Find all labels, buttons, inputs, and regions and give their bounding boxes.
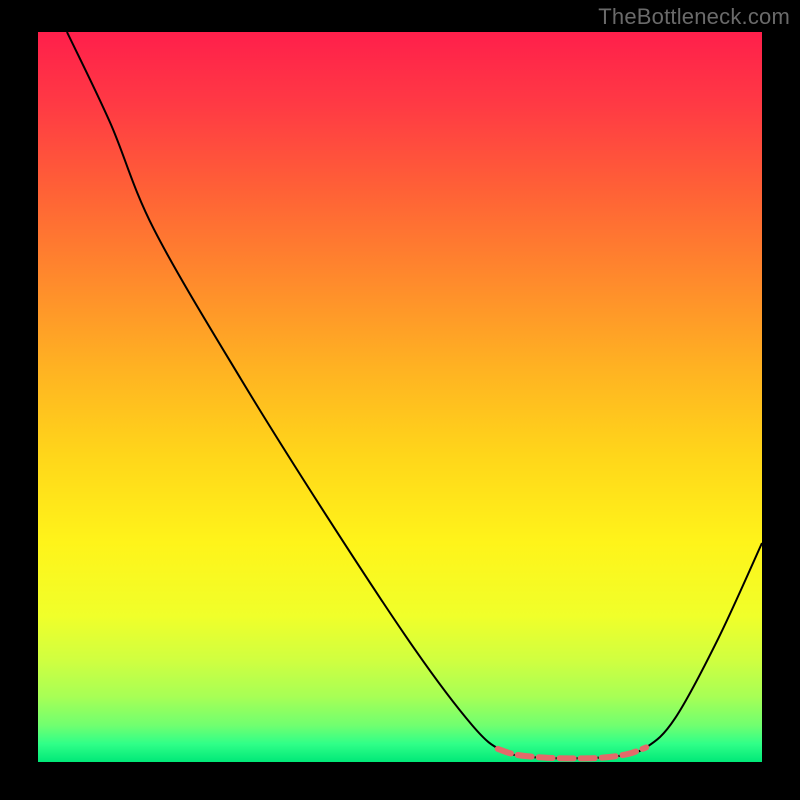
bottleneck-curve-chart — [38, 32, 762, 762]
chart-frame: TheBottleneck.com — [0, 0, 800, 800]
watermark-text: TheBottleneck.com — [598, 4, 790, 30]
plot-area — [38, 32, 762, 762]
gradient-background — [38, 32, 762, 762]
